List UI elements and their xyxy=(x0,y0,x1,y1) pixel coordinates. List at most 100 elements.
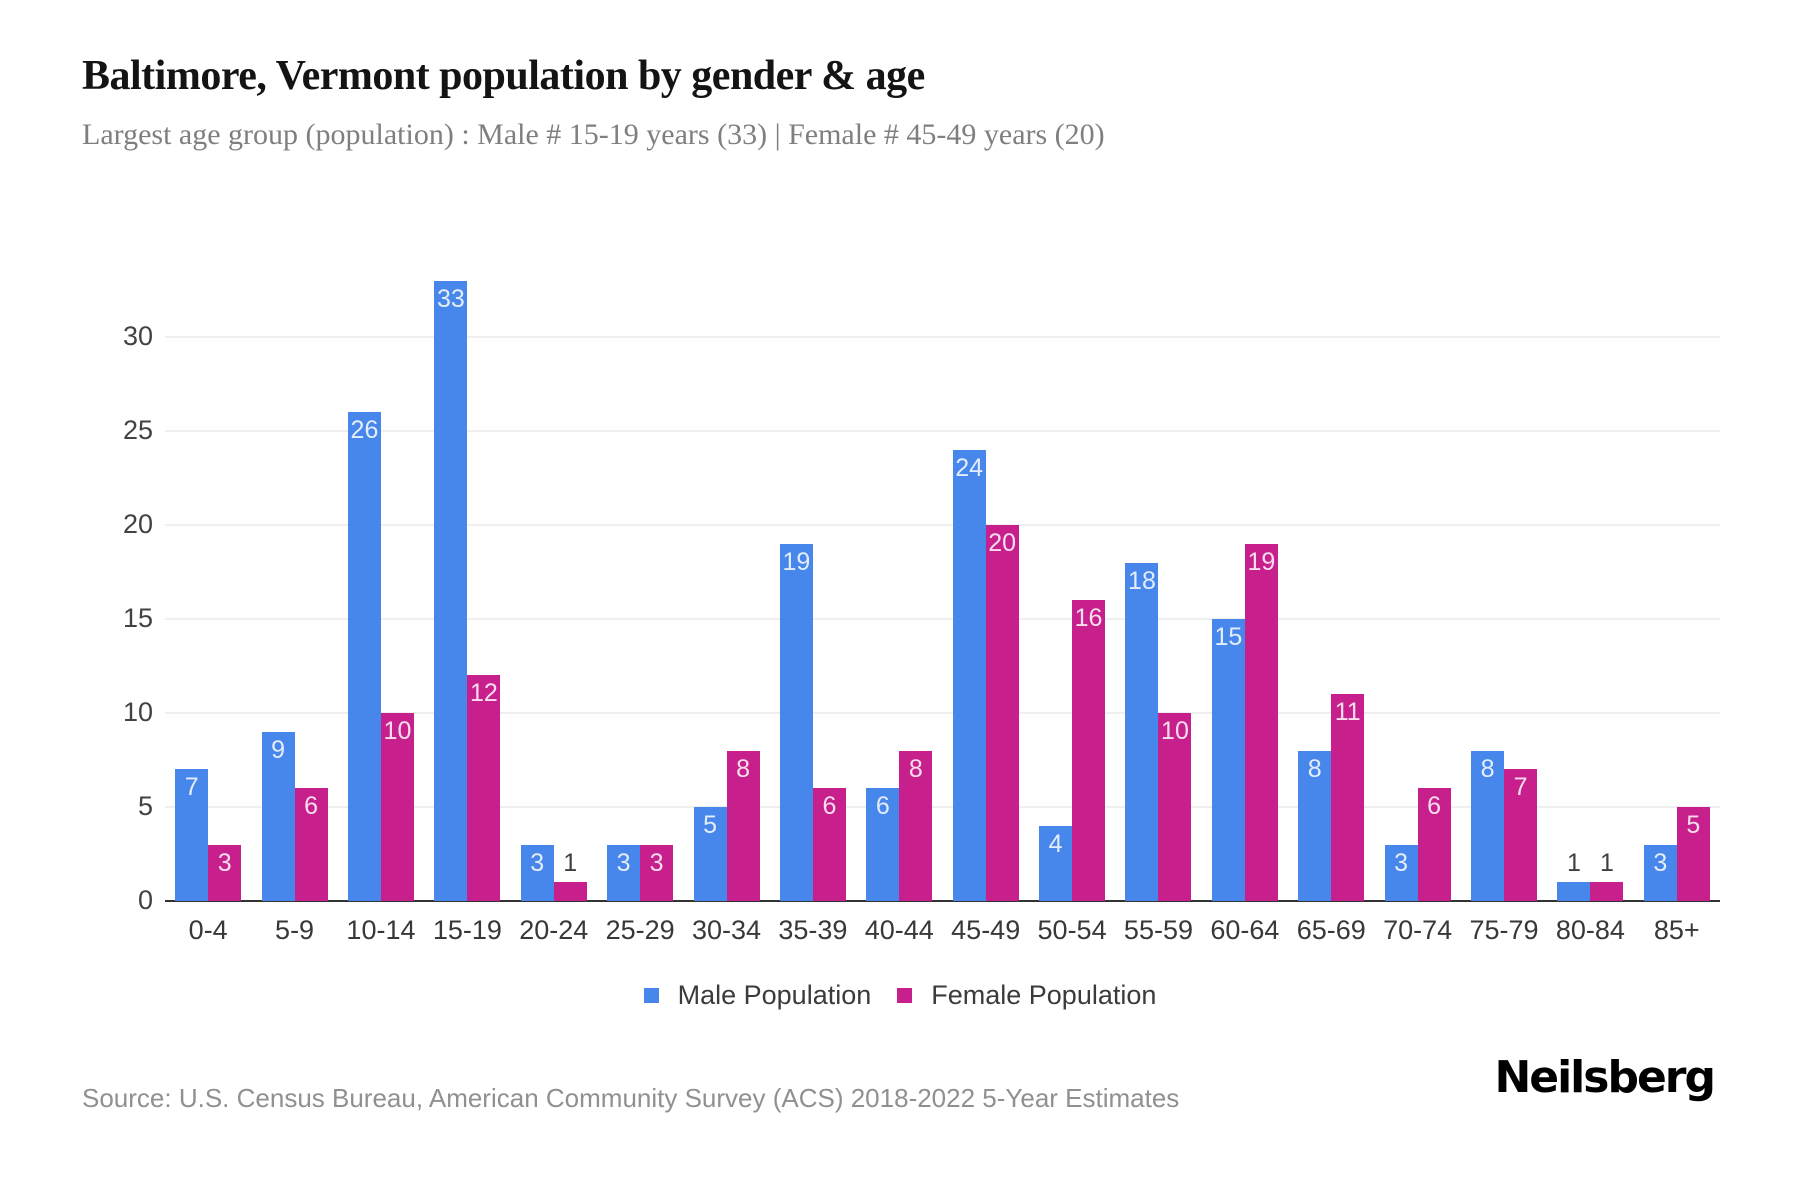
bar-female-50-54[interactable]: 16 xyxy=(1072,600,1106,901)
gridline xyxy=(165,430,1720,432)
bar-male-25-29[interactable]: 3 xyxy=(607,844,641,901)
bar-chart-plot-area: 7 3 0-4 9 6 5-9 26 10 10-14 33 12 15-19 3 1 20-24 3 3 25-… xyxy=(165,251,1720,945)
x-axis-label-25-29: 25-29 xyxy=(605,915,675,945)
bar-group-20-24: 3 1 20-24 xyxy=(511,251,597,945)
bar-value-label: 6 xyxy=(822,792,837,821)
bar-female-5-9[interactable]: 6 xyxy=(294,788,328,901)
bar-value-label: 7 xyxy=(1513,773,1528,802)
bar-group-40-44: 6 8 40-44 xyxy=(856,251,942,945)
bar-value-label: 8 xyxy=(736,754,750,783)
bar-male-85+[interactable]: 3 xyxy=(1643,844,1677,901)
bar-value-label: 15 xyxy=(1214,623,1243,651)
bar-value-label: 3 xyxy=(1653,848,1668,877)
bar-value-label: 24 xyxy=(955,453,984,482)
bar-value-label: 10 xyxy=(383,717,412,745)
bar-male-5-9[interactable]: 9 xyxy=(261,731,295,901)
bar-male-55-59[interactable]: 18 xyxy=(1125,562,1159,901)
bar-group-55-59: 18 10 55-59 xyxy=(1115,251,1201,945)
source-note: Source: U.S. Census Bureau, American Com… xyxy=(82,1083,1180,1113)
bar-female-85+[interactable]: 5 xyxy=(1676,807,1710,901)
bar-value-label: 5 xyxy=(703,811,717,839)
bar-value-label: 4 xyxy=(1048,829,1063,858)
bar-female-75-79[interactable]: 7 xyxy=(1504,769,1538,901)
bar-value-label: 19 xyxy=(782,547,811,576)
bar-female-35-39[interactable]: 6 xyxy=(812,788,846,901)
bar-male-75-79[interactable]: 8 xyxy=(1471,750,1505,901)
bar-group-30-34: 5 8 30-34 xyxy=(683,251,769,945)
y-axis-tick-label: 30 xyxy=(122,321,153,351)
bar-value-label: 6 xyxy=(304,792,319,821)
page-title: Baltimore, Vermont population by gender … xyxy=(82,53,925,99)
gridline xyxy=(165,618,1720,620)
bar-value-label: 3 xyxy=(1394,848,1409,877)
bar-female-15-19[interactable]: 12 xyxy=(467,675,501,901)
bar-group-45-49: 24 20 45-49 xyxy=(943,251,1029,945)
y-axis: 0 5 10 15 20 25 30 xyxy=(0,251,153,914)
x-axis-label-0-4: 0-4 xyxy=(188,915,228,945)
bar-value-label: 1 xyxy=(563,849,578,878)
bar-female-10-14[interactable]: 10 xyxy=(380,713,414,901)
bar-value-label: 33 xyxy=(436,284,465,313)
x-axis-label-80-84: 80-84 xyxy=(1555,915,1625,945)
x-axis-label-50-54: 50-54 xyxy=(1037,915,1107,945)
bar-value-label: 6 xyxy=(1427,792,1442,821)
x-axis-line xyxy=(165,900,1720,902)
bar-group-60-64: 15 19 60-64 xyxy=(1202,251,1288,945)
bar-group-25-29: 3 3 25-29 xyxy=(597,251,683,945)
bar-male-0-4[interactable]: 7 xyxy=(175,769,209,901)
bar-female-25-29[interactable]: 3 xyxy=(640,844,674,901)
bar-group-65-69: 8 11 65-69 xyxy=(1288,251,1374,945)
bar-male-30-34[interactable]: 5 xyxy=(693,807,727,901)
bar-male-45-49[interactable]: 24 xyxy=(952,449,986,901)
legend-item-male[interactable]: Male Population xyxy=(643,980,872,1011)
bar-value-label: 12 xyxy=(469,679,498,708)
x-axis-label-40-44: 40-44 xyxy=(864,915,934,945)
bar-female-55-59[interactable]: 10 xyxy=(1158,713,1192,901)
bar-value-label: 20 xyxy=(988,529,1017,557)
x-axis-label-75-79: 75-79 xyxy=(1469,915,1539,945)
bar-female-70-74[interactable]: 6 xyxy=(1417,788,1451,901)
bar-value-label: 16 xyxy=(1074,604,1103,633)
bar-female-0-4[interactable]: 3 xyxy=(208,844,242,901)
x-axis-label-85+: 85+ xyxy=(1653,915,1700,945)
bar-male-80-84[interactable]: 1 xyxy=(1557,850,1591,901)
bar-value-label: 18 xyxy=(1128,566,1156,595)
x-axis-label-15-19: 15-19 xyxy=(432,915,502,945)
bar-value-label: 3 xyxy=(616,848,631,877)
bar-group-75-79: 8 7 75-79 xyxy=(1461,251,1547,945)
x-axis-label-20-24: 20-24 xyxy=(519,915,589,945)
bar-value-label: 9 xyxy=(271,735,286,764)
bar-female-65-69[interactable]: 11 xyxy=(1331,694,1365,901)
bar-female-45-49[interactable]: 20 xyxy=(985,525,1019,901)
bar-male-50-54[interactable]: 4 xyxy=(1039,825,1073,901)
bar-value-label: 6 xyxy=(875,792,890,821)
bar-value-label: 5 xyxy=(1686,811,1701,839)
gridline xyxy=(165,806,1720,808)
x-axis-label-60-64: 60-64 xyxy=(1210,915,1280,945)
bar-group-5-9: 9 6 5-9 xyxy=(251,251,337,945)
y-axis-tick-label: 25 xyxy=(122,415,153,445)
x-axis-label-30-34: 30-34 xyxy=(691,915,762,945)
bar-female-40-44[interactable]: 8 xyxy=(899,750,933,901)
bar-male-60-64[interactable]: 15 xyxy=(1211,619,1245,901)
bar-male-15-19[interactable]: 33 xyxy=(434,280,468,901)
bar-male-35-39[interactable]: 19 xyxy=(779,543,813,901)
bar-value-label: 8 xyxy=(1480,754,1495,783)
legend-item-female[interactable]: Female Population xyxy=(897,980,1156,1011)
y-axis-tick-label: 20 xyxy=(122,509,153,539)
x-axis-label-45-49: 45-49 xyxy=(951,915,1021,945)
bar-female-20-24[interactable]: 1 xyxy=(553,850,587,901)
bar-male-40-44[interactable]: 6 xyxy=(866,788,900,901)
bar-female-80-84[interactable]: 1 xyxy=(1590,850,1624,901)
x-axis-label-70-74: 70-74 xyxy=(1383,915,1453,945)
bar-male-65-69[interactable]: 8 xyxy=(1298,750,1332,901)
bar-group-85+: 3 5 85+ xyxy=(1634,251,1720,945)
bar-group-70-74: 3 6 70-74 xyxy=(1374,251,1460,945)
bar-male-10-14[interactable]: 26 xyxy=(347,412,381,901)
y-axis-tick-label: 10 xyxy=(122,697,153,727)
bar-male-70-74[interactable]: 3 xyxy=(1384,844,1418,901)
legend-label-male: Male Population xyxy=(677,980,872,1010)
bar-male-20-24[interactable]: 3 xyxy=(520,844,554,901)
bar-female-30-34[interactable]: 8 xyxy=(726,750,760,901)
bar-female-60-64[interactable]: 19 xyxy=(1244,543,1278,901)
